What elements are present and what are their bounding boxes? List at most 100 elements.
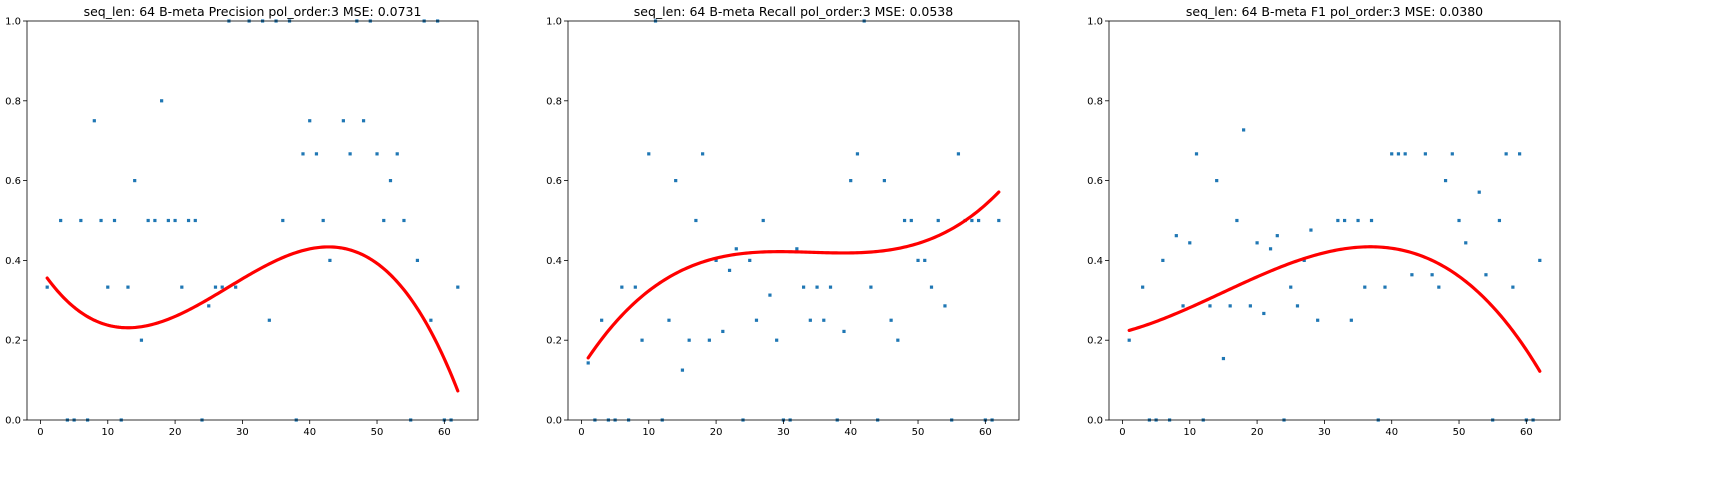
data-point [1336, 218, 1340, 223]
chart-panel-precision: seq_len: 64 B-meta Precision pol_order:3… [5, 4, 479, 438]
data-point [348, 152, 352, 156]
data-point [970, 218, 974, 223]
chart-panel-f1: seq_len: 64 B-meta F1 pol_order:3 MSE: 0… [1087, 4, 1561, 438]
y-tick-label: 0.0 [1087, 416, 1103, 427]
data-point [92, 119, 96, 123]
data-point [1141, 285, 1145, 289]
data-point [395, 152, 399, 156]
data-point [714, 258, 718, 262]
data-point [1194, 152, 1199, 156]
y-tick-label: 0.4 [5, 256, 21, 267]
y-tick-label: 1.0 [1087, 17, 1103, 28]
chart-title: seq_len: 64 B-meta F1 pol_order:3 MSE: 0… [1186, 4, 1483, 19]
data-point [842, 329, 846, 334]
data-point [923, 258, 927, 262]
chart-title: seq_len: 64 B-meta Precision pol_order:3… [84, 4, 422, 19]
data-point [388, 179, 393, 183]
data-point [1275, 234, 1279, 238]
data-point [193, 218, 197, 223]
data-point [402, 218, 406, 223]
data-point [160, 99, 164, 103]
y-tick-label: 0.0 [546, 416, 562, 427]
chart-panel-recall: seq_len: 64 B-meta Recall pol_order:3 MS… [546, 4, 1020, 438]
data-point [281, 218, 285, 223]
data-point [849, 179, 853, 183]
data-point [382, 218, 386, 223]
data-point [1228, 304, 1232, 308]
y-tick-label: 0.2 [546, 336, 562, 347]
data-point [415, 258, 420, 262]
data-point [822, 318, 826, 322]
data-point [1235, 218, 1239, 223]
data-point [896, 338, 900, 342]
fit-curve [586, 190, 1001, 360]
scatter-points [45, 19, 460, 422]
data-point [1174, 234, 1178, 238]
data-point [1188, 241, 1192, 245]
data-point [620, 285, 624, 289]
y-tick-label: 0.8 [546, 96, 562, 107]
data-point [126, 285, 130, 289]
data-point [234, 285, 238, 289]
data-point [1316, 318, 1320, 322]
x-tick-label: 60 [438, 427, 451, 438]
data-point [112, 218, 117, 223]
data-point [166, 218, 170, 223]
data-point [1423, 152, 1427, 156]
data-point [1504, 152, 1508, 156]
data-point [180, 285, 184, 289]
data-point [153, 218, 157, 223]
data-point [815, 285, 819, 289]
data-point [1262, 311, 1266, 316]
y-tick-label: 0.6 [1087, 176, 1103, 187]
data-point [139, 338, 144, 342]
x-tick-label: 0 [578, 427, 584, 438]
x-tick-label: 20 [710, 427, 723, 438]
data-point [754, 318, 759, 322]
data-point [1255, 241, 1259, 245]
data-point [1248, 304, 1252, 308]
data-point [1538, 258, 1542, 262]
data-point [1484, 273, 1488, 277]
data-point [1208, 304, 1212, 308]
plot-frame [1108, 20, 1561, 421]
data-point [768, 293, 772, 297]
data-point [727, 268, 732, 272]
data-point [956, 152, 961, 156]
x-tick-label: 0 [1119, 427, 1125, 438]
data-point [1457, 218, 1461, 223]
data-point [633, 285, 637, 289]
data-point [1383, 285, 1387, 289]
y-tick-label: 0.2 [5, 336, 21, 347]
data-point [667, 318, 671, 322]
data-point [1477, 190, 1481, 194]
data-point [341, 119, 345, 123]
x-tick-label: 40 [844, 427, 857, 438]
data-point [146, 218, 150, 223]
data-point [889, 318, 893, 322]
data-point [133, 179, 137, 183]
data-point [916, 258, 920, 262]
x-tick-label: 20 [169, 427, 182, 438]
x-tick-label: 10 [101, 427, 114, 438]
data-point [375, 152, 379, 156]
data-point [640, 338, 644, 342]
x-tick-label: 30 [1318, 427, 1331, 438]
fit-curve [45, 245, 460, 393]
data-point [902, 218, 907, 223]
data-point [1497, 218, 1502, 223]
data-point [1396, 152, 1401, 156]
data-point [869, 285, 873, 289]
x-tick-label: 0 [37, 427, 43, 438]
data-point [1309, 228, 1313, 232]
data-point [1518, 152, 1522, 156]
plot-frame [567, 20, 1020, 421]
x-tick-label: 60 [979, 427, 992, 438]
x-tick-label: 10 [1183, 427, 1196, 438]
data-point [1342, 218, 1347, 223]
data-point [694, 218, 698, 223]
y-tick-label: 0.8 [1087, 96, 1103, 107]
data-point [943, 304, 947, 308]
data-point [1349, 318, 1353, 322]
